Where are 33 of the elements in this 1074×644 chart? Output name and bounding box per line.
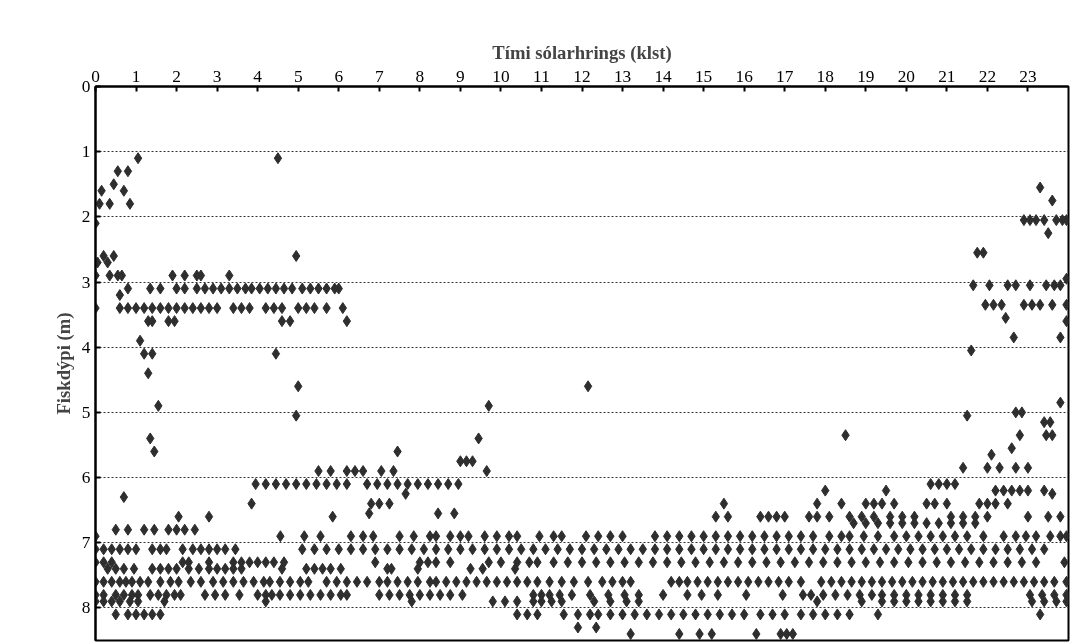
x-tick-label: 20 <box>897 66 915 86</box>
x-tick-label: 10 <box>492 66 510 86</box>
x-tick-label: 15 <box>694 66 713 86</box>
x-tick-label: 14 <box>654 66 673 86</box>
y-tick-label: 1 <box>81 142 91 162</box>
y-tick-label: 8 <box>81 598 91 618</box>
y-tick-label: 3 <box>81 272 91 292</box>
x-tick-label: 2 <box>172 66 181 86</box>
x-tick-label: 19 <box>857 66 875 86</box>
x-tick-label: 11 <box>533 66 550 86</box>
y-tick-label: 7 <box>81 533 91 553</box>
y-tick-label: 5 <box>81 402 91 422</box>
x-tick-label: 23 <box>1019 66 1037 86</box>
x-tick-label: 7 <box>374 66 384 86</box>
x-tick-label: 1 <box>131 66 141 86</box>
x-tick-label: 4 <box>253 66 263 86</box>
x-axis-title: Tími sólarhrings (klst) <box>492 41 672 64</box>
y-axis-title: Fiskdýpi (m) <box>52 312 75 415</box>
x-tick-label: 22 <box>978 66 997 86</box>
y-tick-label: 6 <box>81 468 91 488</box>
x-tick-label: 12 <box>573 66 591 86</box>
x-tick-label: 21 <box>938 66 956 86</box>
y-tick-label: 4 <box>81 337 91 357</box>
x-tick-label: 18 <box>816 66 834 86</box>
x-tick-label: 5 <box>293 66 303 86</box>
y-tick-label: 2 <box>81 207 91 227</box>
x-tick-label: 13 <box>613 66 632 86</box>
x-tick-label: 16 <box>735 66 754 86</box>
x-tick-label: 3 <box>212 66 222 86</box>
x-tick-label: 8 <box>415 66 425 86</box>
x-tick-label: 9 <box>456 66 465 86</box>
x-tick-label: 17 <box>776 66 794 86</box>
x-tick-label: 6 <box>334 66 344 86</box>
